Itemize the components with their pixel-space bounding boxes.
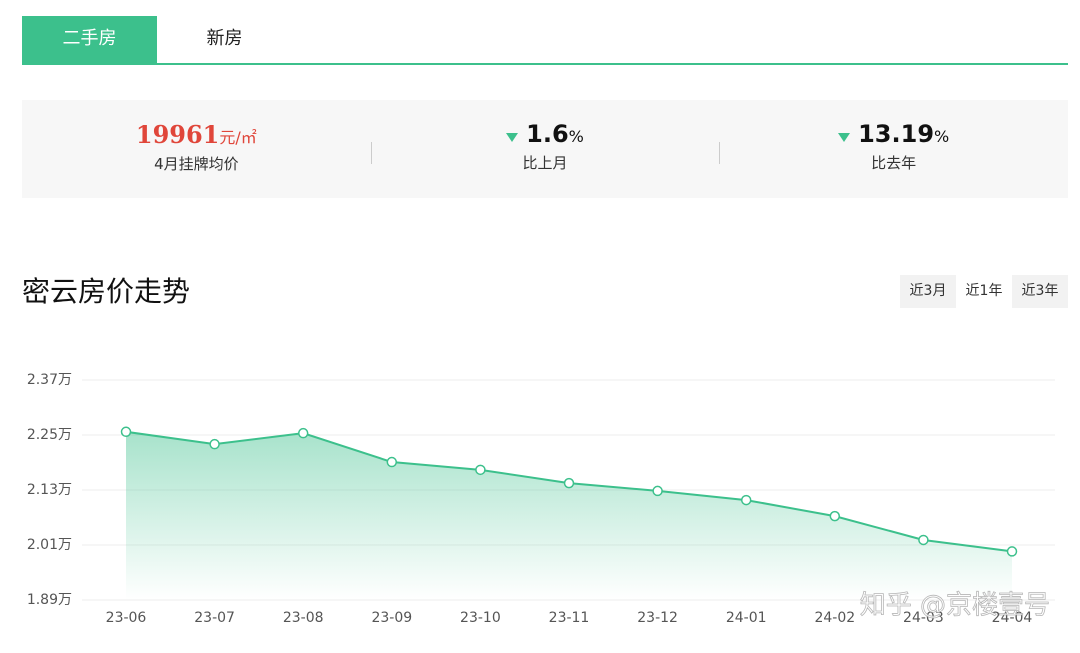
stat-label: 比上月 bbox=[522, 154, 568, 172]
x-tick-label: 23-06 bbox=[106, 610, 147, 626]
stat-unit: % bbox=[568, 127, 584, 146]
point bbox=[652, 485, 663, 497]
range-button[interactable]: 近3月 bbox=[909, 283, 947, 299]
stat-value: 19961 bbox=[135, 120, 220, 149]
y-tick-label: 2.37万 bbox=[27, 372, 72, 388]
stat-label: 比去年 bbox=[871, 154, 917, 172]
point bbox=[120, 426, 132, 438]
stat-unit: % bbox=[934, 127, 950, 146]
stat: 19961元/㎡ 4月挂牌均价 bbox=[22, 100, 371, 198]
y-tick-label: 1.89万 bbox=[27, 592, 72, 608]
stat: 13.19% 比去年 bbox=[719, 100, 1068, 198]
down-icon bbox=[506, 133, 519, 142]
point bbox=[297, 427, 309, 439]
down-icon bbox=[838, 133, 851, 142]
tab[interactable]: 二手房 bbox=[22, 16, 157, 63]
area bbox=[126, 431, 1012, 600]
x-tick-label: 23-11 bbox=[549, 610, 590, 626]
stat-value-row: 19961元/㎡ bbox=[22, 120, 371, 149]
point bbox=[1006, 546, 1018, 557]
range-buttons: 近3月 近1年 近3年 bbox=[900, 275, 1068, 308]
x-tick-label: 23-08 bbox=[283, 610, 324, 626]
range-button[interactable]: 近1年 bbox=[956, 275, 1012, 308]
x-tick-label: 24-01 bbox=[726, 610, 767, 626]
stat-label: 4月挂牌均价 bbox=[154, 155, 239, 173]
point bbox=[918, 534, 929, 546]
range-button[interactable]: 近3年 bbox=[1021, 283, 1059, 299]
tab[interactable]: 新房 bbox=[206, 28, 243, 49]
y-tick-label: 2.25万 bbox=[27, 427, 72, 443]
x-tick-label: 23-10 bbox=[460, 610, 501, 626]
point bbox=[829, 510, 841, 522]
point bbox=[475, 464, 486, 476]
stat-unit: 元/㎡ bbox=[219, 128, 257, 147]
chart-title: 密云房价走势 bbox=[22, 275, 191, 308]
stats-panel: 19961元/㎡ 4月挂牌均价 1.6% 比上月 13.19% 比去年 bbox=[22, 100, 1068, 198]
point bbox=[386, 456, 398, 468]
point bbox=[209, 438, 220, 450]
y-tick-label: 2.13万 bbox=[27, 482, 72, 498]
x-tick-label: 24-03 bbox=[903, 610, 944, 626]
stat-value: 13.19 bbox=[858, 120, 935, 148]
x-tick-label: 24-04 bbox=[992, 610, 1033, 626]
point bbox=[563, 477, 575, 489]
tab-bar: 二手房 新房 bbox=[22, 16, 1068, 65]
stat-value-row: 13.19% bbox=[719, 120, 1068, 148]
stat-value-row: 1.6% bbox=[371, 120, 720, 148]
x-tick-label: 24-02 bbox=[814, 610, 855, 626]
stat: 1.6% 比上月 bbox=[370, 100, 720, 198]
watermark: 知乎 @京楼壹号 bbox=[860, 591, 1050, 621]
stat-value: 1.6 bbox=[526, 120, 569, 148]
x-tick-label: 23-07 bbox=[194, 610, 235, 626]
point bbox=[740, 494, 752, 506]
y-tick-label: 2.01万 bbox=[27, 537, 72, 553]
x-tick-label: 23-09 bbox=[371, 610, 412, 626]
x-tick-label: 23-12 bbox=[637, 610, 678, 626]
